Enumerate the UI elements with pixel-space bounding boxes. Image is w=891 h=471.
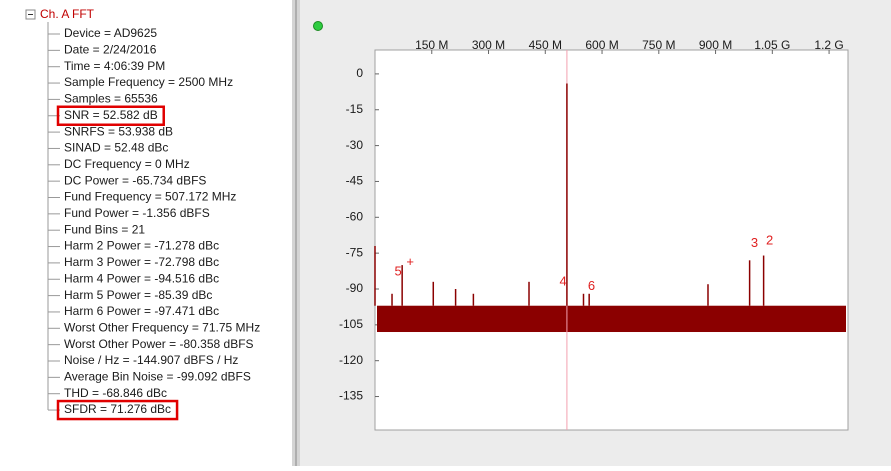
tree-item[interactable]: Harm 6 Power = -97.471 dBc — [64, 304, 219, 318]
status-led — [313, 21, 323, 31]
tree-item[interactable]: Fund Frequency = 507.172 MHz — [64, 190, 236, 204]
y-tick-label: -75 — [346, 245, 364, 259]
tree-item[interactable]: SFDR = 71.276 dBc — [64, 402, 171, 416]
y-tick-label: -90 — [346, 281, 364, 295]
y-tick-label: -30 — [346, 138, 364, 152]
tree-item[interactable]: Harm 2 Power = -71.278 dBc — [64, 239, 219, 253]
tree-item[interactable]: Device = AD9625 — [64, 26, 157, 40]
x-tick-label: 600 M — [585, 38, 618, 52]
tree-item[interactable]: Time = 4:06:39 PM — [64, 59, 165, 73]
x-tick-label: 1.05 G — [754, 38, 790, 52]
peak-label: 5 — [394, 264, 401, 279]
y-tick-label: -15 — [346, 102, 364, 116]
y-tick-label: -60 — [346, 209, 364, 223]
y-tick-label: -120 — [339, 353, 363, 367]
x-tick-label: 750 M — [642, 38, 675, 52]
plot-area — [374, 49, 849, 431]
tree-item[interactable]: Harm 5 Power = -85.39 dBc — [64, 288, 212, 302]
tree-item[interactable]: Fund Bins = 21 — [64, 222, 145, 236]
tree-item[interactable]: THD = -68.846 dBc — [64, 386, 167, 400]
peak-label: 2 — [766, 233, 773, 248]
tree-item[interactable]: Harm 4 Power = -94.516 dBc — [64, 271, 219, 285]
tree-item[interactable]: Worst Other Power = -80.358 dBFS — [64, 337, 254, 351]
tree-item[interactable]: Sample Frequency = 2500 MHz — [64, 75, 233, 89]
peak-label: 3 — [751, 235, 758, 250]
tree-item[interactable]: DC Power = -65.734 dBFS — [64, 173, 206, 187]
tree-item[interactable]: Samples = 65536 — [64, 92, 158, 106]
x-tick-label: 450 M — [529, 38, 562, 52]
x-tick-label: 150 M — [415, 38, 448, 52]
y-tick-label: -105 — [339, 317, 363, 331]
tree-item[interactable]: Worst Other Frequency = 71.75 MHz — [64, 320, 260, 334]
tree-item[interactable]: Fund Power = -1.356 dBFS — [64, 206, 210, 220]
tree-item[interactable]: SNR = 52.582 dB — [64, 108, 158, 122]
tree-item[interactable]: Date = 2/24/2016 — [64, 43, 157, 57]
tree-item[interactable]: Average Bin Noise = -99.092 dBFS — [64, 370, 251, 384]
tree-item[interactable]: DC Frequency = 0 MHz — [64, 157, 190, 171]
tree-root[interactable]: Ch. A FFT — [40, 7, 95, 21]
peak-label: 4 — [559, 273, 566, 288]
tree-item[interactable]: SINAD = 52.48 dBc — [64, 141, 168, 155]
tree-item[interactable]: SNRFS = 53.938 dB — [64, 124, 173, 138]
y-tick-label: -135 — [339, 389, 363, 403]
peak-label: + — [406, 254, 414, 269]
tree-panel — [0, 0, 292, 466]
x-tick-label: 300 M — [472, 38, 505, 52]
tree-item[interactable]: Noise / Hz = -144.907 dBFS / Hz — [64, 353, 238, 367]
y-tick-label: -45 — [346, 174, 364, 188]
peak-label: 6 — [588, 278, 595, 293]
highlight-box — [56, 399, 179, 421]
x-tick-label: 1.2 G — [814, 38, 843, 52]
tree-item[interactable]: Harm 3 Power = -72.798 dBc — [64, 255, 219, 269]
noise-floor — [377, 305, 846, 333]
x-tick-label: 900 M — [699, 38, 732, 52]
y-tick-label: 0 — [356, 66, 363, 80]
highlight-box — [56, 105, 165, 126]
